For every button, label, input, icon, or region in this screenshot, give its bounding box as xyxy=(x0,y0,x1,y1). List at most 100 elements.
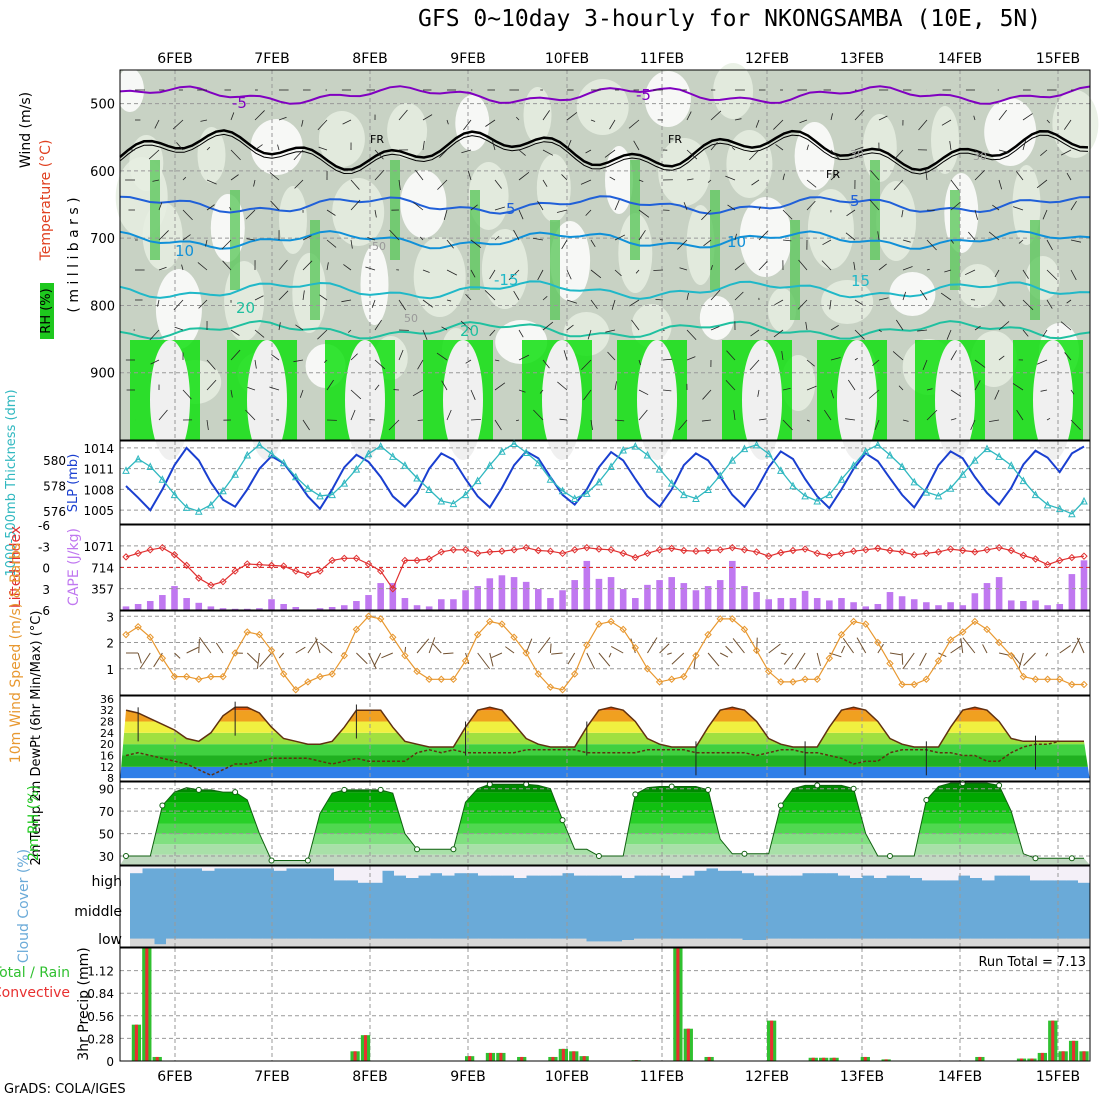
cloud-high-gap xyxy=(550,866,563,876)
wind-barb xyxy=(318,146,328,151)
wind-barb xyxy=(365,266,376,271)
cloud-low-gap xyxy=(214,938,227,947)
wind-marker xyxy=(267,646,276,655)
rh-marker xyxy=(304,857,311,864)
rh-marker xyxy=(414,846,421,853)
wind-barb xyxy=(856,637,867,654)
thickness-marker xyxy=(328,490,336,499)
date-label-top: 11FEB xyxy=(640,51,684,67)
date-label-top: 9FEB xyxy=(450,51,485,67)
li-marker xyxy=(716,546,724,554)
cloud-low-gap xyxy=(742,940,755,947)
precip-conv-bar xyxy=(822,1057,826,1061)
temp-ytick: 24 xyxy=(100,727,114,740)
cloud-high-gap xyxy=(214,866,227,869)
wind-barb xyxy=(326,209,336,216)
cloud-high-gap xyxy=(346,866,359,881)
precip-conv-bar xyxy=(561,1048,565,1061)
wind-barb xyxy=(758,206,761,211)
wind-barb xyxy=(974,325,981,331)
li-marker xyxy=(522,543,530,552)
wind-barb xyxy=(755,119,760,128)
li-marker xyxy=(134,549,142,558)
date-label-bottom: 8FEB xyxy=(352,1069,387,1085)
rh-dry-shade xyxy=(345,340,385,460)
wind-barb xyxy=(964,269,976,276)
wind-barb xyxy=(374,359,386,370)
wind-barb xyxy=(677,239,688,250)
li-marker xyxy=(1068,553,1076,562)
li-marker xyxy=(680,546,688,555)
wind-barb xyxy=(549,643,552,654)
wind-barb xyxy=(919,652,927,666)
li-marker xyxy=(231,567,239,575)
li-marker xyxy=(279,562,288,570)
wind-barb xyxy=(230,174,239,181)
wind-barb xyxy=(830,149,841,161)
wind-barb xyxy=(878,297,889,301)
thickness-marker xyxy=(291,472,300,481)
rh-marker xyxy=(777,802,784,809)
wind-barb xyxy=(662,358,673,361)
rh-band xyxy=(120,813,1090,824)
cloud-high-gap xyxy=(1066,866,1079,881)
wind-barb xyxy=(854,329,865,340)
wind-barb xyxy=(902,239,911,243)
rh-shade xyxy=(644,71,691,127)
thickness-marker xyxy=(837,475,846,483)
wind-barb xyxy=(398,179,401,191)
rh-marker xyxy=(341,786,348,793)
wind-barb xyxy=(326,379,334,391)
cape-bar xyxy=(935,605,942,610)
wind-barb xyxy=(443,652,454,655)
wind-marker xyxy=(352,625,361,634)
cloud-high-gap xyxy=(130,866,143,874)
wind-barb xyxy=(299,389,304,398)
precip-conv-bar xyxy=(1051,1020,1055,1061)
wind-barb xyxy=(950,389,962,397)
cape-bar xyxy=(377,583,384,610)
wind-barb xyxy=(206,359,216,370)
cloud-low-gap xyxy=(730,938,743,947)
rh-shade xyxy=(1052,90,1099,158)
li-marker xyxy=(946,545,955,553)
cape-bar xyxy=(219,608,227,610)
cape-ytick: 714 xyxy=(91,561,114,575)
wind-barb xyxy=(1010,652,1022,666)
wind-marker xyxy=(570,670,579,678)
thickness-marker xyxy=(971,456,979,464)
wind-barb xyxy=(206,179,217,185)
cloud-low-gap xyxy=(850,938,863,947)
wind-barb xyxy=(247,386,256,391)
slp-ytick: 1011 xyxy=(83,463,114,477)
wind-barb xyxy=(585,149,592,154)
wind-barb xyxy=(173,299,184,311)
wind-marker xyxy=(401,651,409,660)
wind-marker xyxy=(413,667,421,676)
wind-marker xyxy=(704,630,712,639)
rh-shade xyxy=(536,154,571,222)
temp-ytick: 32 xyxy=(100,704,114,717)
ylabel-temp: 2m Temp 2m DewPt (6hr Min/Max) (°C) xyxy=(29,611,44,866)
wind-barb xyxy=(1018,239,1024,244)
date-label-bottom: 7FEB xyxy=(254,1069,289,1085)
wind-marker xyxy=(534,670,543,678)
cloud-high-gap xyxy=(778,866,791,876)
wind-barb xyxy=(1036,359,1048,365)
wind-barb xyxy=(586,652,596,670)
wind-barb xyxy=(590,269,602,279)
precip-conv-bar xyxy=(520,1056,524,1061)
cloud-low-gap xyxy=(394,938,407,947)
cloud-low-gap xyxy=(526,938,539,947)
credit-text: GrADS: COLA/IGES xyxy=(4,1082,126,1097)
temp-band xyxy=(120,755,1090,767)
li-marker xyxy=(765,552,773,560)
legend-total-rain: Total / Rain xyxy=(0,965,70,981)
wind-barb xyxy=(356,652,368,665)
wind-barb xyxy=(561,174,568,181)
cloud-low-gap xyxy=(1030,938,1043,947)
wind-barb xyxy=(614,234,626,241)
cloud-high-gap xyxy=(814,866,827,874)
cloud-low-gap xyxy=(790,938,803,947)
wind-barb xyxy=(412,389,424,397)
